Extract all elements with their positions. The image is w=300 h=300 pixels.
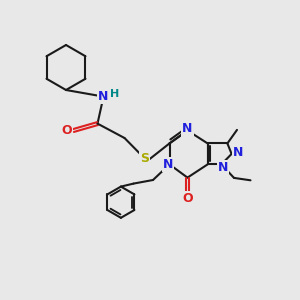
Text: S: S [140, 152, 149, 165]
Text: N: N [218, 161, 228, 174]
Text: O: O [182, 192, 193, 205]
Text: N: N [163, 158, 173, 171]
Text: N: N [98, 90, 109, 103]
Text: H: H [110, 89, 119, 99]
Text: N: N [233, 146, 243, 159]
Text: O: O [61, 124, 72, 137]
Text: N: N [182, 122, 193, 136]
